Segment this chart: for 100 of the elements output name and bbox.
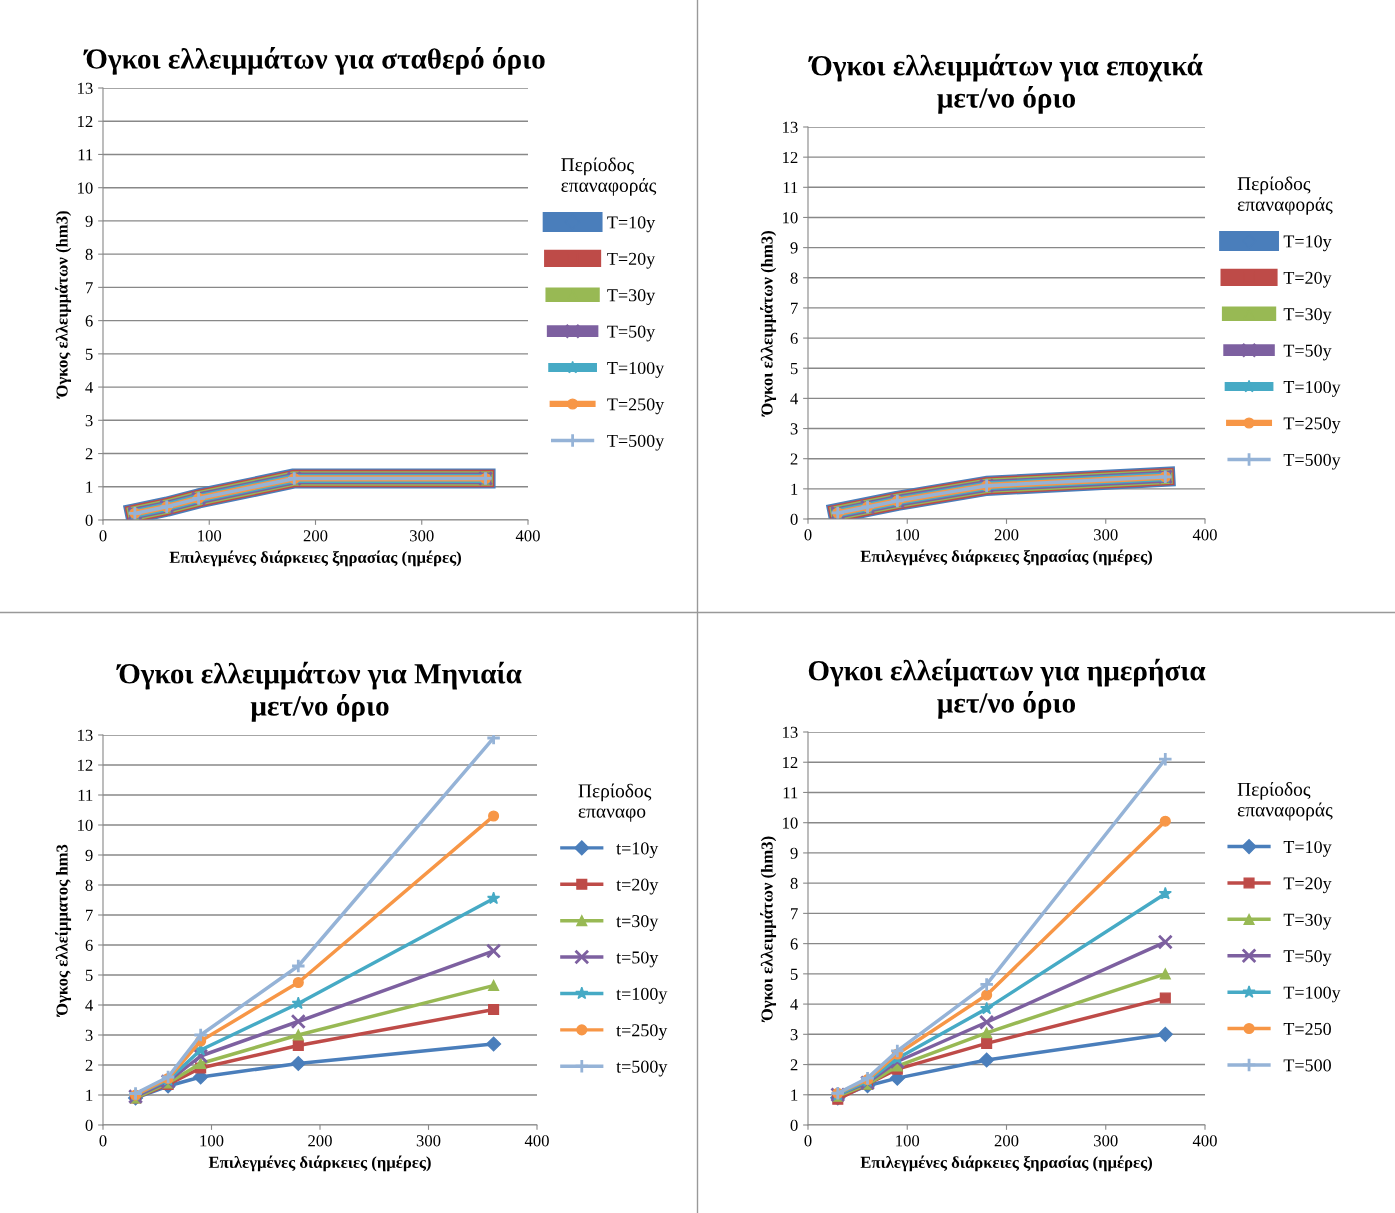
chart-title: Όγκοι ελλειμμάτων για Μηνιαία μετ/νο όριο bbox=[116, 661, 522, 722]
legend-label: T=30y bbox=[607, 289, 656, 306]
y-tick-label: 6 bbox=[790, 332, 798, 345]
y-tick-label: 1 bbox=[791, 483, 798, 495]
x-tick-label: 200 bbox=[994, 1135, 1019, 1147]
legend-label: T=30y bbox=[1283, 913, 1332, 930]
y-tick-label: 7 bbox=[86, 909, 93, 921]
legend-label: t=20y bbox=[616, 878, 659, 895]
y-tick-label: 12 bbox=[78, 759, 93, 771]
y-tick-label: 6 bbox=[85, 939, 93, 951]
y-tick-label: 4 bbox=[85, 999, 94, 1011]
y-tick-label: 9 bbox=[85, 215, 93, 227]
x-tick-label: 100 bbox=[200, 1135, 224, 1147]
legend-label: T=250y bbox=[1283, 417, 1341, 434]
legend-label: T=250 bbox=[1283, 1022, 1331, 1036]
y-tick-label: 5 bbox=[790, 968, 798, 980]
y-tick-label: 8 bbox=[790, 877, 798, 890]
x-axis-title: Επιλεγμένες διάρκειες (ημέρες) bbox=[208, 1155, 431, 1172]
x-tick-label: 300 bbox=[1094, 1135, 1118, 1147]
y-tick-label: 3 bbox=[790, 1029, 798, 1041]
x-tick-label: 0 bbox=[804, 1135, 812, 1147]
x-tick-label: 100 bbox=[198, 530, 222, 542]
y-tick-label: 0 bbox=[85, 514, 93, 526]
y-tick-label: 1 bbox=[86, 481, 93, 493]
legend-label: T=100y bbox=[1283, 986, 1341, 1003]
y-axis-title: Όγκοι ελλειμμάτων (hm3) bbox=[760, 231, 777, 417]
legend-title: Περίοδος επαναφοράς bbox=[561, 157, 657, 196]
legend-label: T=10y bbox=[1283, 235, 1332, 252]
y-tick-label: 11 bbox=[78, 149, 93, 161]
x-tick-label: 0 bbox=[99, 530, 107, 542]
x-tick-label: 400 bbox=[1192, 529, 1217, 541]
x-tick-label: 200 bbox=[308, 1135, 332, 1147]
legend-label: T=30y bbox=[1283, 308, 1332, 325]
chart-title: Όγκοι ελλειμμάτων για εποχικά μετ/νο όριο bbox=[808, 53, 1203, 114]
y-tick-label: 4 bbox=[85, 381, 94, 393]
y-tick-label: 7 bbox=[791, 908, 798, 920]
y-tick-label: 11 bbox=[78, 789, 93, 801]
legend-label: t=10y bbox=[616, 842, 659, 859]
x-tick-label: 200 bbox=[303, 530, 328, 542]
y-axis-title: Όγκοι ελλειμμάτων (hm3) bbox=[760, 836, 777, 1023]
legend-title: Περίοδος επαναφο bbox=[578, 783, 652, 822]
legend-label: T=250y bbox=[607, 398, 665, 415]
chart-title: Όγκοι ελλειμμάτων για σταθερό όριο bbox=[83, 46, 545, 75]
y-tick-label: 13 bbox=[783, 121, 798, 133]
legend-label: T=50y bbox=[1283, 344, 1332, 361]
y-tick-label: 9 bbox=[790, 242, 798, 254]
legend-label: T=100y bbox=[607, 361, 665, 378]
y-tick-label: 10 bbox=[783, 212, 798, 224]
x-tick-label: 0 bbox=[804, 529, 812, 541]
y-tick-label: 1 bbox=[791, 1089, 798, 1101]
y-tick-label: 12 bbox=[783, 151, 798, 163]
x-tick-label: 300 bbox=[416, 1135, 441, 1147]
y-tick-label: 13 bbox=[78, 729, 93, 741]
y-tick-label: 6 bbox=[85, 315, 93, 327]
y-tick-label: 2 bbox=[790, 453, 798, 465]
legend-title: Περίοδος επαναφοράς bbox=[1237, 781, 1333, 821]
y-tick-label: 10 bbox=[78, 819, 93, 831]
x-axis-title: Επιλεγμένες διάρκειες ξηρασίας (ημέρες) bbox=[169, 550, 461, 567]
y-tick-label: 5 bbox=[85, 348, 93, 360]
y-tick-label: 6 bbox=[790, 938, 798, 950]
x-tick-label: 300 bbox=[410, 530, 434, 542]
legend-label: T=10y bbox=[607, 216, 656, 233]
x-axis-title: Επιλεγμένες διάρκειες ξηρασίας (ημέρες) bbox=[860, 549, 1152, 566]
y-tick-label: 2 bbox=[790, 1059, 798, 1071]
x-tick-label: 100 bbox=[896, 1135, 920, 1147]
x-tick-label: 0 bbox=[99, 1135, 107, 1147]
y-tick-label: 1 bbox=[86, 1089, 93, 1101]
y-tick-label: 2 bbox=[85, 448, 93, 460]
y-tick-label: 0 bbox=[85, 1119, 93, 1131]
y-tick-label: 9 bbox=[790, 847, 798, 859]
legend-label: T=20y bbox=[607, 252, 656, 269]
x-axis-title: Επιλεγμένες διάρκειες ξηρασίας (ημέρες) bbox=[860, 1155, 1152, 1172]
y-tick-label: 3 bbox=[85, 1029, 93, 1041]
y-tick-label: 5 bbox=[85, 969, 93, 981]
y-tick-label: 8 bbox=[790, 272, 798, 284]
y-tick-label: 12 bbox=[783, 756, 798, 769]
y-tick-label: 13 bbox=[78, 82, 93, 94]
x-tick-label: 400 bbox=[524, 1135, 549, 1147]
chart-title: Ογκοι ελλείματων για ημερήσια μετ/νο όριο bbox=[808, 658, 1206, 719]
legend-label: t=250y bbox=[616, 1024, 668, 1041]
y-tick-label: 11 bbox=[783, 182, 798, 194]
legend-label: T=10y bbox=[1283, 840, 1332, 857]
y-tick-label: 8 bbox=[85, 248, 93, 261]
y-axis-title: Όγκος ελλειμμάτων (hm3) bbox=[55, 211, 72, 399]
legend-label: t=500y bbox=[616, 1060, 668, 1077]
y-tick-label: 5 bbox=[790, 363, 798, 375]
x-tick-label: 300 bbox=[1094, 529, 1118, 541]
legend-label: T=20y bbox=[1283, 271, 1332, 288]
legend-label: t=30y bbox=[616, 914, 659, 931]
x-tick-label: 100 bbox=[896, 529, 920, 541]
legend-label: T=50y bbox=[607, 325, 656, 342]
y-tick-label: 10 bbox=[78, 182, 93, 194]
y-tick-label: 3 bbox=[85, 415, 93, 427]
legend-label: T=500 bbox=[1283, 1059, 1331, 1072]
y-tick-label: 11 bbox=[783, 787, 798, 799]
y-tick-label: 4 bbox=[790, 998, 799, 1010]
y-tick-label: 7 bbox=[791, 302, 798, 314]
y-axis-title: Όγκος ελλείμματος hm3 bbox=[55, 844, 72, 1017]
y-tick-label: 2 bbox=[85, 1059, 93, 1071]
y-tick-label: 3 bbox=[790, 423, 798, 435]
